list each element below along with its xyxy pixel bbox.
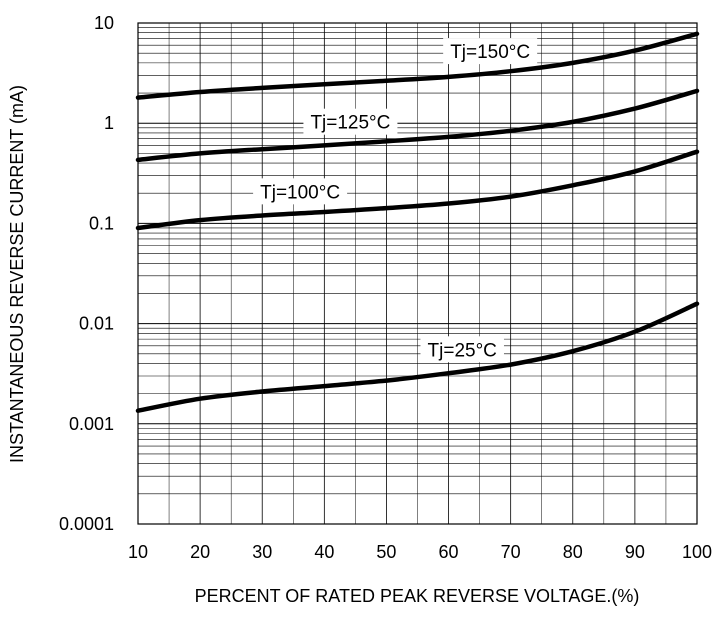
series-label-bg-1 xyxy=(443,38,538,65)
y-tick-label: 10 xyxy=(94,13,114,33)
series-label-bg-2 xyxy=(303,108,398,135)
series-line-1 xyxy=(135,31,700,100)
x-tick-label: 60 xyxy=(439,542,459,562)
series-label-bg-4 xyxy=(420,336,504,363)
series-line-2 xyxy=(135,88,700,163)
series-label-4: Tj=25°C xyxy=(428,340,497,361)
x-tick-label: 10 xyxy=(128,542,148,562)
x-tick-label: 20 xyxy=(190,542,210,562)
y-axis-title: INSTANTANEOUS REVERSE CURRENT (mA) xyxy=(7,85,27,463)
x-tick-label: 30 xyxy=(252,542,272,562)
y-tick-label: 0.1 xyxy=(89,213,114,233)
plot-frame xyxy=(137,22,698,525)
x-tick-label: 50 xyxy=(376,542,396,562)
x-tick-label: 100 xyxy=(682,542,712,562)
series-line-4 xyxy=(135,301,700,413)
y-tick-label: 1 xyxy=(104,113,114,133)
series-label-3: Tj=100°C xyxy=(260,182,340,203)
series-layer xyxy=(135,31,700,413)
series-label-2: Tj=125°C xyxy=(310,113,390,134)
grid-layer xyxy=(137,22,698,525)
x-axis-title: PERCENT OF RATED PEAK REVERSE VOLTAGE.(%… xyxy=(195,586,640,606)
x-tick-label: 90 xyxy=(625,542,645,562)
tick-label-layer: 10 20 30 40 50 60 70 80 90 100 10 1 0.1 0.01 0.001 0.00… xyxy=(59,13,712,562)
y-tick-label: 0.001 xyxy=(69,414,114,434)
y-tick-label: 0.01 xyxy=(79,314,114,334)
x-tick-label: 80 xyxy=(563,542,583,562)
y-tick-label: 0.0001 xyxy=(59,514,114,534)
x-tick-label: 70 xyxy=(501,542,521,562)
series-label-bg-3 xyxy=(253,178,348,205)
x-tick-label: 40 xyxy=(314,542,334,562)
series-label-1: Tj=150°C xyxy=(450,42,530,63)
series-line-3 xyxy=(135,149,700,231)
series-label-layer: Tj=150°C Tj=125°C Tj=100°C Tj=25°C xyxy=(253,38,538,363)
